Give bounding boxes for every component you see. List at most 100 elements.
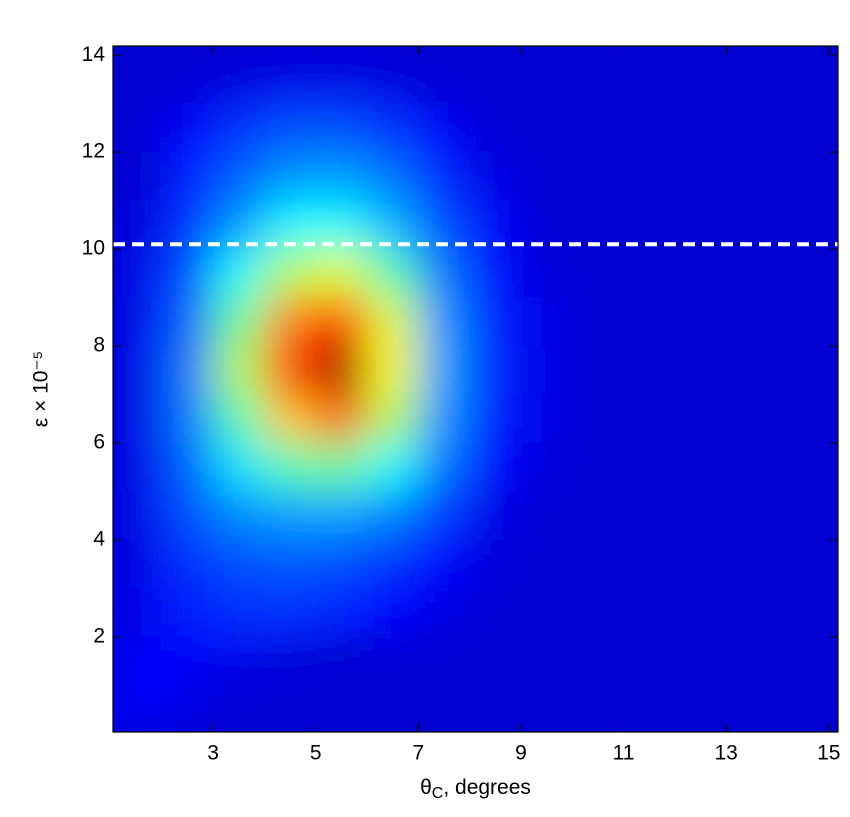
heat-cell <box>623 103 676 153</box>
heat-cell <box>520 46 573 56</box>
heat-cell <box>315 491 368 541</box>
heat-cell <box>725 54 778 105</box>
heat-cell <box>417 103 471 153</box>
heat-cell <box>520 636 573 686</box>
heat-cell <box>623 54 676 105</box>
heat-cell <box>366 103 419 153</box>
heat-cell <box>571 442 625 493</box>
heat-cell <box>469 151 522 202</box>
heat-cell <box>776 345 830 396</box>
heat-cell <box>469 297 522 347</box>
heat-cell <box>725 46 778 56</box>
heat-cell <box>113 151 163 202</box>
heat-cell <box>113 46 163 56</box>
heat-cell <box>263 103 317 153</box>
heat-cell <box>113 587 163 638</box>
heat-cell <box>725 200 778 250</box>
heat-cell <box>623 200 676 250</box>
heat-cell <box>469 587 522 638</box>
heat-cell <box>366 636 419 686</box>
heat-cell <box>161 54 214 105</box>
heat-cell <box>315 636 368 686</box>
heat-cell <box>212 442 265 493</box>
heat-cell <box>366 684 419 732</box>
heat-cell <box>520 394 573 444</box>
heat-cell <box>725 103 778 153</box>
heat-cell <box>469 46 522 56</box>
x-axis-label-text: , degrees <box>443 776 531 799</box>
heat-cell <box>520 539 573 589</box>
heat-cell <box>212 103 265 153</box>
heat-cell <box>725 151 778 202</box>
heat-cell <box>623 46 676 56</box>
heat-cell <box>776 684 830 732</box>
y-tick-label: 2 <box>93 625 105 648</box>
heat-cell <box>725 636 778 686</box>
heat-cell <box>263 200 317 250</box>
heat-cell <box>469 103 522 153</box>
heat-cell <box>623 345 676 396</box>
heat-cell <box>263 491 317 541</box>
heat-cell <box>828 54 838 105</box>
heat-cell <box>417 539 471 589</box>
heat-cell <box>417 636 471 686</box>
heat-cell <box>520 345 573 396</box>
heat-cell <box>520 103 573 153</box>
heat-cell <box>417 442 471 493</box>
heat-cell <box>113 442 163 493</box>
heat-cell <box>623 248 676 299</box>
heat-cell <box>776 46 830 56</box>
heat-cell <box>113 248 163 299</box>
heat-cell <box>417 248 471 299</box>
heat-cell <box>263 539 317 589</box>
heat-cell <box>571 636 625 686</box>
heat-cell <box>571 46 625 56</box>
heat-cell <box>725 297 778 347</box>
heat-cell <box>520 151 573 202</box>
heat-cell <box>776 442 830 493</box>
heat-cell <box>623 442 676 493</box>
x-tick-label: 15 <box>817 742 840 765</box>
heat-cell <box>366 248 419 299</box>
heat-cell <box>828 103 838 153</box>
heat-cell <box>674 200 727 250</box>
y-tick-label: 14 <box>82 43 106 66</box>
heat-cell <box>623 636 676 686</box>
heat-cell <box>366 394 419 444</box>
heat-cell <box>161 248 214 299</box>
heat-cell <box>776 297 830 347</box>
heat-cell <box>212 636 265 686</box>
heat-cell <box>417 54 471 105</box>
heat-cell <box>315 684 368 732</box>
heat-cell <box>161 46 214 56</box>
heat-cell <box>161 491 214 541</box>
heat-cell <box>263 394 317 444</box>
heat-cell <box>674 248 727 299</box>
heat-cell <box>725 345 778 396</box>
heat-cell <box>725 442 778 493</box>
heat-cell <box>725 587 778 638</box>
heat-cell <box>828 46 838 56</box>
heat-cell <box>315 297 368 347</box>
heat-cell <box>571 394 625 444</box>
heat-cell <box>366 54 419 105</box>
heat-cell <box>212 587 265 638</box>
heat-cell <box>366 442 419 493</box>
heat-cell <box>623 151 676 202</box>
y-tick-label: 10 <box>82 237 105 260</box>
heat-cell <box>520 248 573 299</box>
heat-cell <box>366 200 419 250</box>
heat-cell <box>161 587 214 638</box>
heat-cell <box>212 684 265 732</box>
heat-cell <box>674 636 727 686</box>
heat-cell <box>674 442 727 493</box>
heat-cell <box>571 684 625 732</box>
heat-cell <box>571 248 625 299</box>
heat-cell <box>674 151 727 202</box>
y-tick-label: 4 <box>93 528 105 551</box>
heat-cell <box>571 491 625 541</box>
heat-cell <box>212 54 265 105</box>
heat-cell <box>828 200 838 250</box>
heat-cell <box>776 248 830 299</box>
heat-cell <box>520 491 573 541</box>
